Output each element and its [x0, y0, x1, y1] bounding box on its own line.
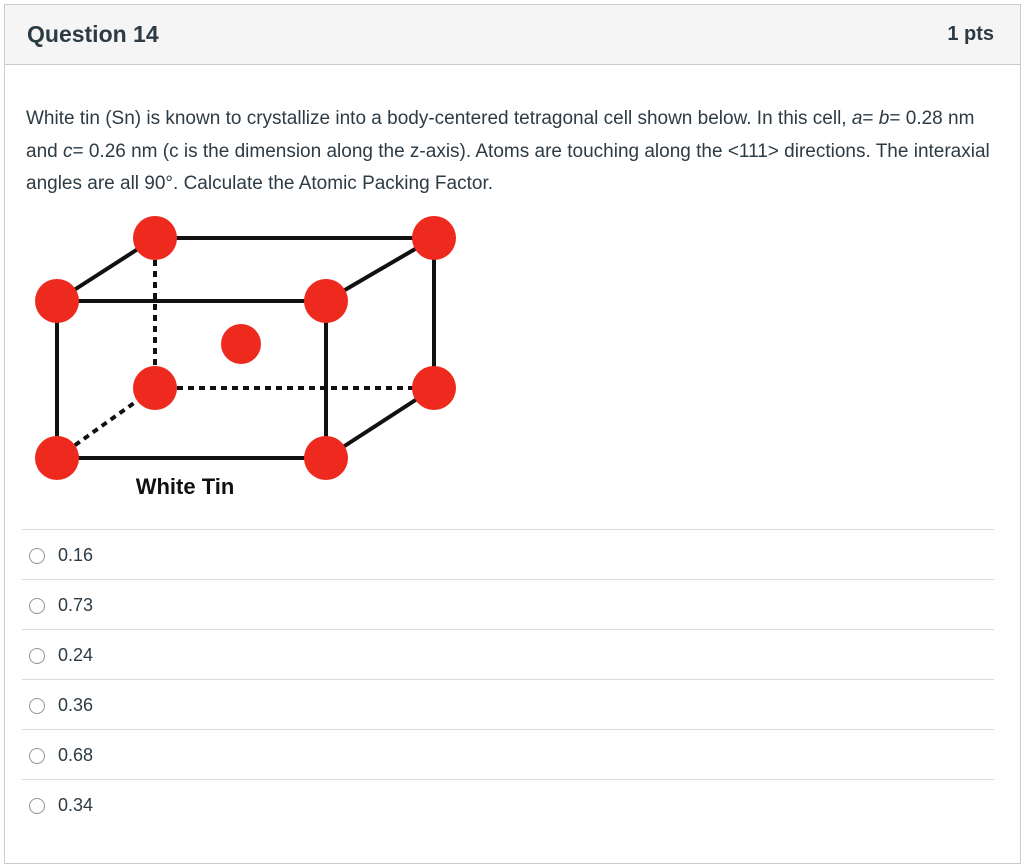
answer-label: 0.16	[58, 545, 94, 565]
radio-button[interactable]	[29, 547, 45, 564]
answer-label: 0.36	[58, 695, 94, 715]
white-tin-unit-cell-figure: White Tin	[24, 208, 464, 506]
answer-label: 0.34	[58, 795, 94, 815]
question-text-part2: = 0.26 nm (c is the dimension along the …	[26, 140, 990, 195]
answer-option[interactable]: 0.16	[22, 529, 994, 579]
answer-list: 0.16 0.73 0.24 0.36 0.68 0.34	[22, 529, 994, 829]
answer-option[interactable]: 0.36	[22, 679, 994, 729]
question-text: White tin (Sn) is known to crystallize i…	[26, 103, 1001, 201]
atom-back-top-right	[412, 216, 456, 260]
symbol-a: a	[851, 108, 863, 129]
atom-front-top-right	[304, 279, 348, 323]
answer-option[interactable]: 0.34	[22, 779, 994, 829]
atoms	[35, 216, 456, 480]
question-title: Question 14	[27, 21, 159, 47]
question-text-part1: White tin (Sn) is known to crystallize i…	[26, 108, 852, 129]
atom-front-bottom-left	[35, 436, 79, 480]
symbol-b: b	[878, 108, 890, 129]
question-header: Question 14 1 pts	[5, 5, 1020, 65]
question-body: White tin (Sn) is known to crystallize i…	[5, 65, 1020, 201]
answer-label: 0.24	[58, 645, 94, 665]
answer-option[interactable]: 0.24	[22, 629, 994, 679]
question-text-eq2: = 0.28 nm and	[26, 108, 975, 162]
answer-option[interactable]: 0.68	[22, 729, 994, 779]
answer-label: 0.68	[58, 745, 94, 765]
atom-back-bottom-right	[412, 366, 456, 410]
figure-caption: White Tin	[136, 474, 235, 499]
answer-option[interactable]: 0.73	[22, 579, 994, 629]
radio-button[interactable]	[29, 647, 45, 664]
atom-back-bottom-left	[133, 366, 177, 410]
answer-label: 0.73	[58, 595, 94, 615]
question-card: Question 14 1 pts White tin (Sn) is know…	[4, 4, 1021, 864]
symbol-c: c	[62, 140, 73, 162]
radio-button[interactable]	[29, 697, 45, 714]
atom-front-bottom-right	[304, 436, 348, 480]
question-points: 1 pts	[947, 23, 994, 45]
radio-button[interactable]	[29, 597, 45, 614]
question-text-eq1: =	[862, 108, 879, 129]
atom-back-top-left	[133, 216, 177, 260]
atom-body-center	[221, 324, 261, 364]
unit-cell-diagram: White Tin	[35, 216, 456, 499]
radio-button[interactable]	[29, 797, 45, 814]
atom-front-top-left	[35, 279, 79, 323]
radio-button[interactable]	[29, 747, 45, 764]
